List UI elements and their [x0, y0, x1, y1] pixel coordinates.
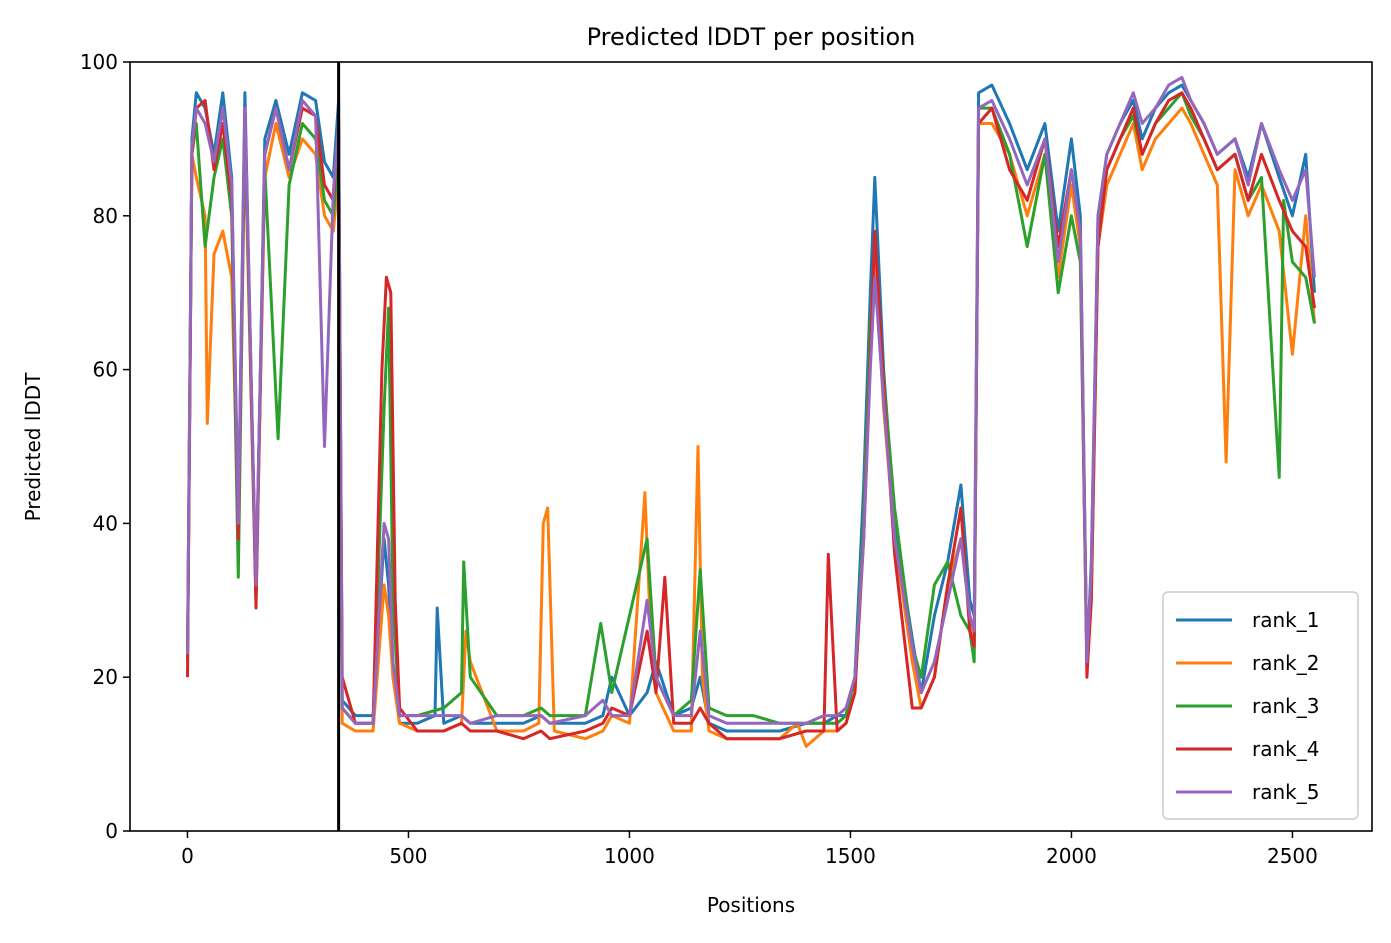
y-axis-ticks: 0 20 40 60 80 100 — [80, 50, 130, 843]
legend-label-rank-1: rank_1 — [1252, 608, 1319, 632]
x-tick-label: 1000 — [604, 844, 655, 868]
legend: rank_1 rank_2 rank_3 rank_4 rank_5 — [1162, 591, 1359, 820]
y-tick-label: 20 — [93, 665, 118, 689]
series-layer — [186, 75, 1316, 748]
plot-frame — [129, 61, 1373, 832]
y-tick-label: 0 — [105, 819, 118, 843]
x-tick-label: 2500 — [1267, 844, 1318, 868]
y-axis-title: Predicted lDDT — [21, 372, 45, 522]
legend-label-rank-3: rank_3 — [1252, 694, 1319, 718]
x-axis-title: Positions — [707, 893, 795, 917]
series-line-rank-5 — [186, 75, 1316, 725]
x-axis-ticks: 0 500 1000 1500 2000 2500 — [181, 831, 1318, 868]
legend-label-rank-4: rank_4 — [1252, 737, 1319, 761]
x-tick-label: 1500 — [825, 844, 876, 868]
legend-frame — [1162, 591, 1359, 820]
x-tick-label: 500 — [389, 844, 427, 868]
x-tick-label: 0 — [181, 844, 194, 868]
legend-label-rank-2: rank_2 — [1252, 651, 1319, 675]
series-line-rank-4 — [186, 91, 1316, 741]
legend-label-rank-5: rank_5 — [1252, 780, 1319, 804]
y-tick-label: 40 — [93, 511, 118, 535]
x-tick-label: 2000 — [1046, 844, 1097, 868]
y-tick-label: 60 — [93, 358, 118, 382]
y-tick-label: 100 — [80, 50, 118, 74]
chart-title: Predicted lDDT per position — [587, 23, 916, 51]
series-line-rank-2 — [186, 106, 1316, 748]
y-tick-label: 80 — [93, 204, 118, 228]
